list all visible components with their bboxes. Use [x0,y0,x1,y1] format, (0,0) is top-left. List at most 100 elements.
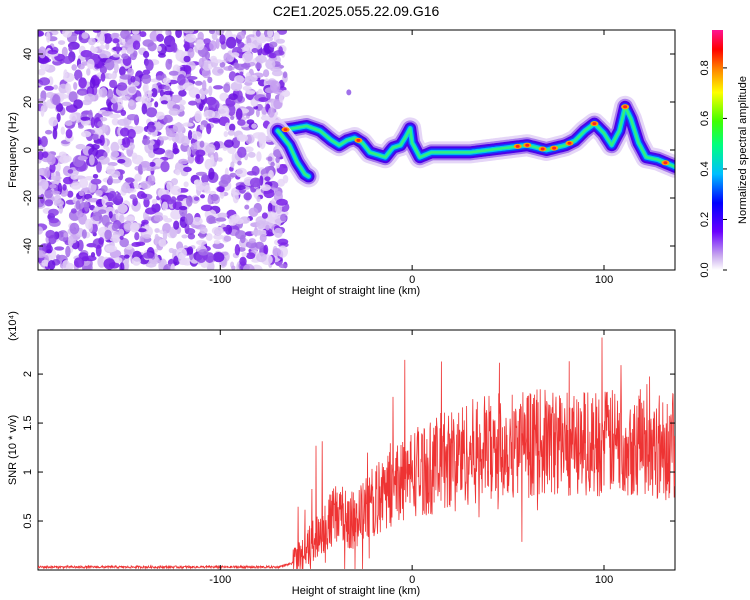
noise-blob [264,176,271,182]
noise-blob [71,64,77,71]
noise-blob [263,69,270,78]
noise-blob [78,190,85,196]
noise-blob [269,41,278,48]
noise-blob [184,65,192,75]
noise-blob [135,96,144,102]
noise-blob [216,30,223,33]
noise-blob [206,215,216,225]
noise-blob [117,138,124,145]
noise-blob [178,158,189,165]
noise-blob [134,232,140,241]
noise-blob [140,193,148,199]
ridge-peak-core [283,128,288,132]
noise-blob [273,50,285,56]
noise-blob [170,40,176,52]
noise-blob [109,234,121,243]
noise-blob [163,90,174,96]
noise-blob [128,99,135,107]
noise-blob [97,209,107,214]
snr-frame [37,329,676,571]
noise-blob [212,252,225,263]
noise-blob [187,130,193,140]
noise-blob [73,82,78,90]
noise-blob [137,228,147,233]
noise-blob [168,70,179,76]
noise-blob [139,31,147,38]
noise-blob [142,69,151,75]
noise-blob [145,207,157,215]
x-tick-label: 100 [595,274,613,286]
noise-blob [77,63,85,70]
spectrogram-xlabel: Height of straight line (km) [292,285,420,297]
noise-blob [265,224,270,231]
noise-blob [44,85,54,91]
noise-blob [154,228,160,233]
noise-blob [92,211,102,222]
noise-blob [237,119,246,126]
noise-blob [65,262,75,270]
noise-blob [146,107,158,118]
noise-blob [171,178,178,186]
noise-blob [109,79,118,89]
noise-blob [205,233,213,241]
noise-blob [234,218,244,225]
noise-blob [172,148,180,154]
noise-blob [213,151,219,163]
noise-blob [75,200,81,210]
noise-blob [115,195,122,202]
noise-blob [255,55,267,64]
noise-blob [228,93,238,101]
noise-blob [208,99,220,111]
noise-blob [256,151,262,162]
noise-blob [40,62,50,71]
noise-blob [169,185,182,196]
noise-blob [105,245,117,253]
noise-blob [62,56,73,64]
noise-blob [204,252,215,263]
ridge-peak-core [623,105,628,109]
noise-blob [88,37,96,46]
noise-blob [215,217,227,222]
noise-blob [122,137,131,148]
noise-blob [101,214,110,226]
ridge-peak-core [525,143,530,147]
noise-blob [52,94,61,106]
noise-blob [153,248,158,253]
noise-blob [109,113,121,119]
noise-blob [154,101,159,108]
noise-blob [116,42,120,55]
noise-blob [170,263,176,270]
noise-blob [223,139,234,148]
noise-blob [261,212,268,219]
noise-blob [108,190,117,202]
noise-blob [168,108,180,116]
noise-blob [73,257,85,268]
noise-blob [38,250,46,259]
noise-blob [255,103,264,111]
noise-blob [79,178,89,189]
noise-blob [61,101,72,107]
noise-blob [141,103,147,115]
figure-title: C2E1.2025.055.22.09.G16 [273,3,440,19]
noise-blob [142,84,148,92]
noise-blob [48,217,59,224]
noise-blob [96,161,102,173]
noise-blob [69,112,77,122]
noise-blob [275,38,285,44]
noise-blob [156,33,165,43]
noise-blob [272,248,282,257]
noise-blob [142,252,154,259]
noise-blob [131,256,141,266]
y-tick-label: 40 [22,48,34,60]
noise-blob [168,59,173,65]
noise-blob [100,72,106,82]
noise-blob [256,252,267,263]
noise-blob [199,226,208,235]
x-tick-label: 0 [409,274,415,286]
noise-blob [195,39,205,51]
noise-blob [175,30,182,39]
y-tick-label: -40 [22,238,34,254]
noise-blob [246,171,257,176]
noise-blob [235,167,248,178]
noise-blob [142,93,149,105]
